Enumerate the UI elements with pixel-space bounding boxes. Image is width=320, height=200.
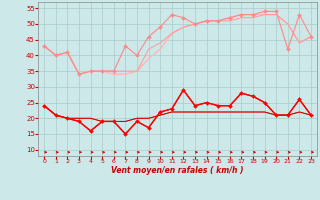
X-axis label: Vent moyen/en rafales ( km/h ): Vent moyen/en rafales ( km/h ): [111, 166, 244, 175]
